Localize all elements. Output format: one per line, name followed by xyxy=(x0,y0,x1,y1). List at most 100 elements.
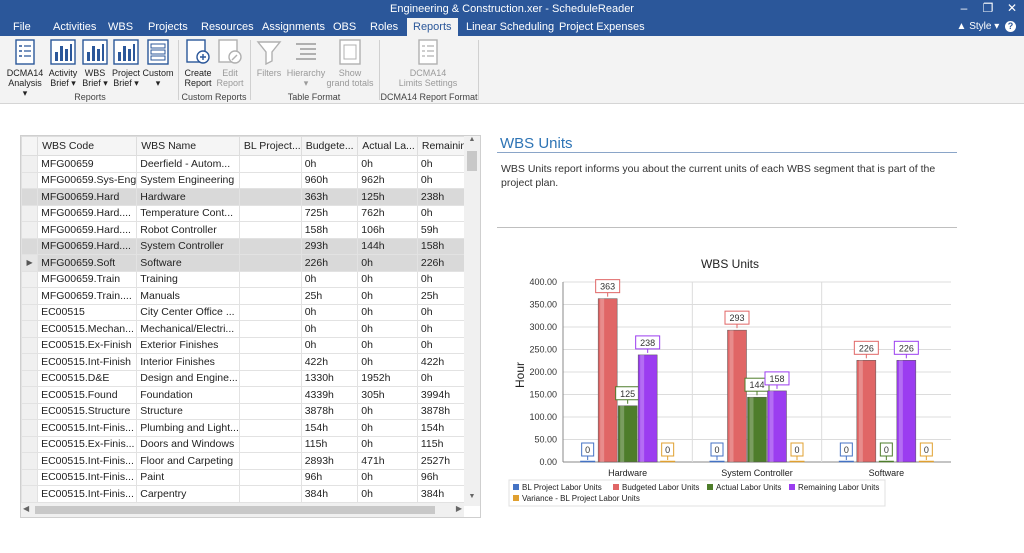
table-row[interactable]: EC00515.Int-Finis... Paint 96h 0h 96h xyxy=(21,468,480,486)
custom-button[interactable]: Custom ▾ xyxy=(142,39,174,88)
table-cell[interactable]: City Center Office ... xyxy=(136,303,240,321)
table-cell[interactable]: 106h xyxy=(357,221,418,239)
filters-button[interactable]: Filters xyxy=(252,39,286,78)
table-cell[interactable]: Paint xyxy=(136,468,240,486)
table-cell[interactable]: MFG00659.Hard.... xyxy=(37,221,138,239)
table-cell[interactable]: EC00515.Ex-Finis... xyxy=(37,435,138,453)
horizontal-scrollbar[interactable]: ◀ ▶ xyxy=(21,503,464,517)
row-indicator[interactable] xyxy=(21,204,39,222)
table-cell[interactable]: EC00515.Int-Finis... xyxy=(37,485,138,503)
menu-linear-scheduling[interactable]: Linear Scheduling xyxy=(466,21,555,33)
menu-wbs[interactable]: WBS xyxy=(108,21,134,33)
row-indicator[interactable] xyxy=(21,221,39,239)
table-cell[interactable]: 0h xyxy=(357,254,418,272)
dcma14-analysis-button[interactable]: DCMA14 Analysis ▾ xyxy=(6,39,44,98)
row-indicator[interactable] xyxy=(21,188,39,206)
bar[interactable] xyxy=(637,354,658,463)
table-cell[interactable]: MFG00659.Hard.... xyxy=(37,204,138,222)
table-cell[interactable]: 0h xyxy=(357,320,418,338)
bar[interactable] xyxy=(727,329,747,463)
table-cell[interactable]: 115h xyxy=(300,435,359,453)
table-row[interactable]: EC00515.Int-Finis... Floor and Carpeting 2… xyxy=(21,452,480,470)
table-cell[interactable] xyxy=(238,386,302,404)
table-cell[interactable]: EC00515.Int-Finis... xyxy=(37,452,138,470)
table-cell[interactable] xyxy=(238,419,302,437)
table-cell[interactable]: 2893h xyxy=(300,452,359,470)
row-indicator[interactable] xyxy=(21,452,39,470)
table-cell[interactable]: MFG00659.Train xyxy=(37,270,138,288)
table-cell[interactable]: Manuals xyxy=(136,287,240,305)
table-cell[interactable]: 0h xyxy=(357,155,418,173)
table-cell[interactable] xyxy=(238,270,302,288)
table-cell[interactable]: 0h xyxy=(357,270,418,288)
table-row[interactable]: EC00515.Ex-Finis... Doors and Windows 115h… xyxy=(21,435,480,453)
project-brief-button[interactable]: Project Brief ▾ xyxy=(110,39,142,88)
table-cell[interactable]: 158h xyxy=(300,221,359,239)
table-row[interactable]: EC00515.Ex-Finish Exterior Finishes 0h 0h 0h xyxy=(21,336,480,354)
close-icon[interactable]: ✕ xyxy=(1006,1,1018,15)
row-indicator[interactable] xyxy=(21,435,39,453)
show-grand-totals-button[interactable]: Show grand totals xyxy=(326,39,374,88)
table-cell[interactable]: 154h xyxy=(300,419,359,437)
table-cell[interactable]: 0h xyxy=(357,287,418,305)
table-cell[interactable] xyxy=(238,287,302,305)
table-cell[interactable]: 962h xyxy=(357,171,418,189)
row-indicator[interactable] xyxy=(21,419,39,437)
activity-brief-button[interactable]: Activity Brief ▾ xyxy=(46,39,80,88)
table-cell[interactable]: Mechanical/Electri... xyxy=(136,320,240,338)
create-report-button[interactable]: Create Report xyxy=(181,39,215,88)
table-cell[interactable] xyxy=(238,254,302,272)
table-cell[interactable] xyxy=(238,435,302,453)
menu-activities[interactable]: Activities xyxy=(53,21,97,33)
table-row[interactable]: ▶ MFG00659.Soft Software 226h 0h 226h xyxy=(21,254,480,272)
table-cell[interactable]: Temperature Cont... xyxy=(136,204,240,222)
row-indicator[interactable] xyxy=(21,336,39,354)
hierarchy-button[interactable]: Hierarchy ▾ xyxy=(286,39,326,88)
table-cell[interactable]: 0h xyxy=(357,468,418,486)
table-row[interactable]: EC00515.Int-Finish Interior Finishes 422h 0… xyxy=(21,353,480,371)
table-cell[interactable]: 0h xyxy=(357,402,418,420)
row-indicator[interactable] xyxy=(21,287,39,305)
scroll-thumb[interactable] xyxy=(467,151,477,171)
table-row[interactable]: MFG00659.Hard.... Temperature Cont... 725h… xyxy=(21,204,480,222)
edit-report-button[interactable]: Edit Report xyxy=(215,39,245,88)
scroll-down-icon[interactable]: ▼ xyxy=(468,493,476,500)
menu-file[interactable]: File xyxy=(13,21,31,33)
col-header-actual[interactable]: Actual La... xyxy=(357,136,418,156)
row-indicator[interactable] xyxy=(21,303,39,321)
table-row[interactable]: MFG00659.Hard.... System Controller 293h 14… xyxy=(21,237,480,255)
table-cell[interactable]: EC00515.Structure xyxy=(37,402,138,420)
style-menu[interactable]: ▲ Style ▾ ? xyxy=(957,21,1016,32)
table-cell[interactable]: EC00515.D&E xyxy=(37,369,138,387)
menu-project-expenses[interactable]: Project Expenses xyxy=(559,21,645,33)
table-cell[interactable]: Software xyxy=(136,254,240,272)
table-row[interactable]: MFG00659.Hard Hardware 363h 125h 238h xyxy=(21,188,480,206)
table-cell[interactable]: 1330h xyxy=(300,369,359,387)
table-cell[interactable]: EC00515.Int-Finish xyxy=(37,353,138,371)
vertical-scrollbar[interactable]: ▲ ▼ xyxy=(464,136,480,506)
table-cell[interactable]: Carpentry xyxy=(136,485,240,503)
table-cell[interactable]: EC00515.Ex-Finish xyxy=(37,336,138,354)
row-indicator[interactable] xyxy=(21,237,39,255)
scroll-left-icon[interactable]: ◀ xyxy=(23,504,30,513)
table-cell[interactable]: 0h xyxy=(300,336,359,354)
table-cell[interactable] xyxy=(238,221,302,239)
table-cell[interactable]: 0h xyxy=(357,485,418,503)
table-cell[interactable] xyxy=(238,237,302,255)
table-cell[interactable]: 363h xyxy=(300,188,359,206)
menu-roles[interactable]: Roles xyxy=(370,21,399,33)
restore-icon[interactable]: ❐ xyxy=(982,1,994,15)
row-indicator[interactable] xyxy=(21,353,39,371)
table-cell[interactable]: Design and Engine... xyxy=(136,369,240,387)
table-row[interactable]: MFG00659.Train Training 0h 0h 0h xyxy=(21,270,480,288)
table-cell[interactable] xyxy=(238,452,302,470)
table-cell[interactable]: 4339h xyxy=(300,386,359,404)
table-cell[interactable]: 226h xyxy=(300,254,359,272)
table-cell[interactable] xyxy=(238,353,302,371)
table-cell[interactable]: 0h xyxy=(300,320,359,338)
table-cell[interactable]: 0h xyxy=(300,270,359,288)
bar[interactable] xyxy=(856,360,877,463)
menu-projects[interactable]: Projects xyxy=(148,21,188,33)
row-indicator[interactable] xyxy=(21,369,39,387)
table-cell[interactable]: 422h xyxy=(300,353,359,371)
